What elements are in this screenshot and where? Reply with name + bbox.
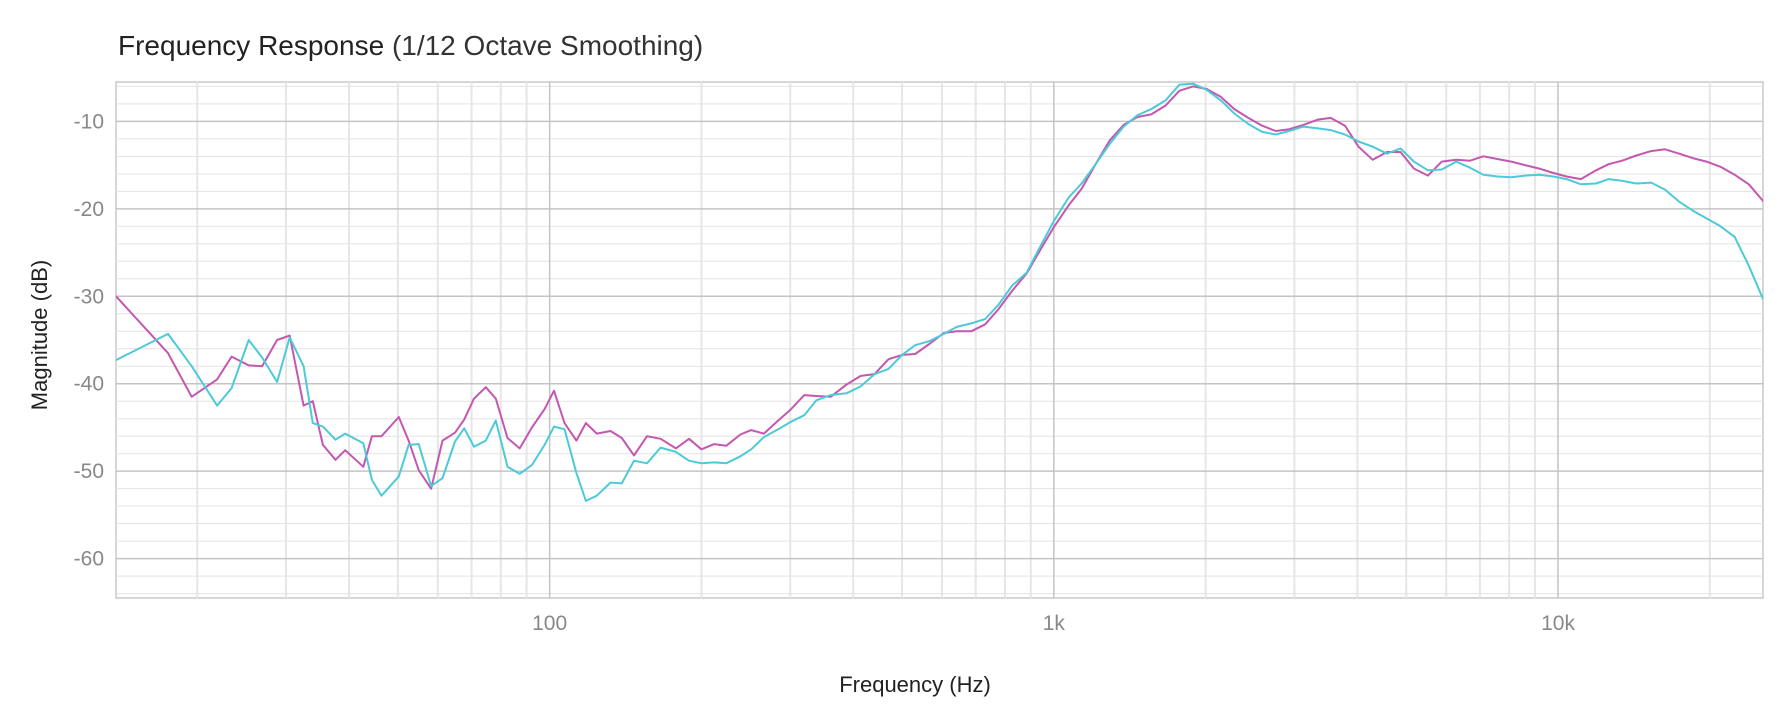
x-tick-label: 100 (532, 612, 567, 635)
x-tick-label: 10k (1541, 612, 1575, 635)
series-line-cyan (116, 82, 1763, 502)
minor-grid-x (196, 82, 1711, 598)
x-tick-label: 1k (1043, 612, 1066, 635)
y-tick-label: -50 (74, 460, 104, 483)
chart-title: Frequency Response (1/12 Octave Smoothin… (118, 30, 703, 62)
plot-area (115, 81, 1764, 599)
y-tick-label: -10 (74, 110, 104, 133)
y-tick-label: -20 (74, 198, 104, 221)
major-grid (116, 82, 1763, 598)
y-tick-label: -60 (74, 548, 104, 571)
y-tick-labels: -10 -20 -30 -40 -50 -60 (74, 110, 104, 570)
y-axis-label: Magnitude (dB) (27, 259, 52, 411)
chart-title-main: Frequency Response (118, 30, 385, 61)
x-tick-labels: 100 1k 10k (532, 612, 1575, 635)
x-axis-label: Frequency (Hz) (839, 672, 991, 697)
minor-grid-y (116, 85, 1763, 595)
y-tick-label: -30 (74, 285, 104, 308)
series-group (116, 82, 1763, 502)
y-tick-label: -40 (74, 373, 104, 396)
series-line-magenta (116, 85, 1763, 490)
chart-subtitle: (1/12 Octave Smoothing) (391, 30, 704, 61)
